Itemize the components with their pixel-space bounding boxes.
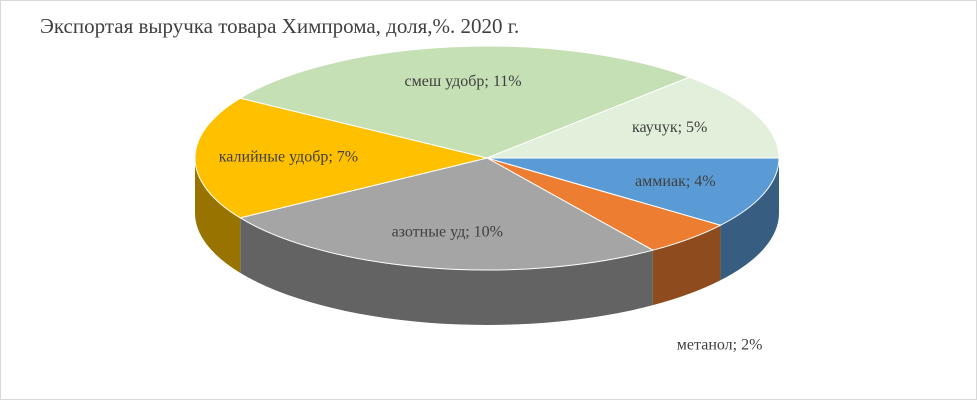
pie-slice	[238, 157, 655, 271]
data-label: смеш удобр; 11%	[405, 73, 522, 90]
data-label: метанол; 2%	[677, 337, 763, 354]
pie-side	[195, 158, 241, 273]
data-label: азотные уд; 10%	[392, 223, 503, 240]
pie-slice	[238, 45, 691, 159]
data-label: калийные удобр; 7%	[219, 149, 358, 166]
pie-slice	[486, 76, 780, 159]
pie-side	[652, 225, 721, 306]
pie-side	[720, 158, 779, 281]
chart-title: Экспортая выручка товара Химпрома, доля,…	[40, 14, 519, 38]
data-label: каучук; 5%	[632, 119, 707, 136]
data-labels: аммиак; 4% метанол; 2% азотные уд; 10% кали…	[219, 73, 763, 353]
pie-side	[240, 217, 653, 325]
pie-slice	[486, 157, 780, 226]
data-label: аммиак; 4%	[635, 173, 716, 190]
pie-sides	[195, 158, 779, 325]
pie-tops	[194, 45, 780, 271]
pie-slice	[194, 97, 488, 219]
